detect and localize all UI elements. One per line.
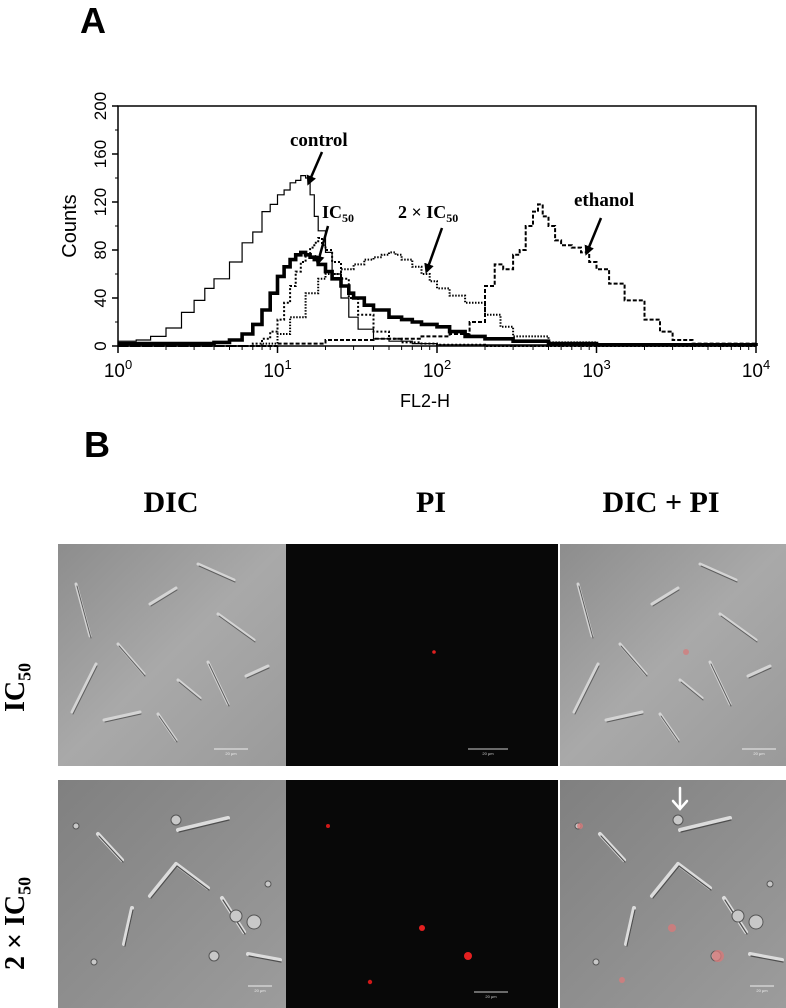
x-tick-label: 101 — [263, 357, 291, 382]
row-label-2xic50: 2 × IC50 — [0, 877, 36, 970]
scale-bar-text-2xic50-dic-pi: 20 μm — [756, 988, 768, 993]
annotation-control-text: control — [290, 130, 348, 151]
series-layer — [118, 175, 758, 347]
scale-bar-text-ic50-pi: 20 μm — [482, 751, 494, 756]
row-label-ic50-sub: 50 — [14, 662, 35, 681]
annotation-2xic50: 2 × IC50 — [398, 202, 458, 225]
scale-bar-text-2xic50-pi: 20 μm — [485, 994, 497, 999]
annotation-2xic50-text: 2 × IC50 — [398, 202, 458, 225]
micrograph-2xic50-dic: 20 μm — [58, 780, 286, 1008]
histogram-series-2 — [118, 250, 758, 347]
x-tick-label: 103 — [582, 357, 610, 382]
panel-a-label: A — [80, 0, 106, 41]
axes-layer: 0 40 80 120 160 200 100 101 102 103 104 — [91, 92, 770, 382]
annotation-2xic50-main: 2 × IC — [398, 202, 446, 222]
scale-bar-text-2xic50-dic: 20 μm — [254, 988, 266, 993]
x-tick-label: 102 — [423, 357, 451, 382]
annotation-ic50-text: IC50 — [322, 202, 354, 225]
annotation-control: control — [290, 130, 348, 151]
annotation-ic50-sub: 50 — [342, 211, 354, 225]
y-axis-label: Counts — [59, 194, 81, 257]
annotation-ic50: IC50 — [322, 202, 354, 225]
y-tick-label: 200 — [91, 92, 110, 120]
histogram-series-3 — [118, 237, 756, 347]
micrograph-ic50-dic: 20 μm — [58, 544, 286, 766]
y-tick-label: 160 — [91, 140, 110, 168]
y-tick-label: 120 — [91, 188, 110, 216]
column-label-dic-pi: DIC + PI — [602, 486, 720, 519]
y-tick-label: 80 — [91, 241, 110, 260]
flow-cytometry-histogram: 0 40 80 120 160 200 100 101 102 103 104 FL2-H Coun… — [59, 92, 770, 411]
y-tick-label: 40 — [91, 289, 110, 308]
scale-bar-ic50-dic: 20 μm — [214, 748, 248, 756]
scale-bar-text-ic50-dic-pi: 20 μm — [753, 751, 765, 756]
row-label-2xic50-sub: 50 — [14, 876, 35, 895]
histogram-series-5 — [118, 203, 757, 347]
x-tick-label: 104 — [742, 357, 770, 382]
annotation-ethanol: ethanol — [574, 190, 634, 211]
scale-bar-2xic50-dic-pi: 20 μm — [750, 985, 774, 993]
histogram-series-4 — [118, 251, 757, 347]
micrograph-2xic50-dic-pi: 20 μm — [560, 780, 786, 1008]
arrow-control — [306, 151, 324, 186]
plot-frame — [117, 105, 757, 347]
scale-bar-2xic50-pi: 20 μm — [474, 991, 508, 999]
x-axis-label: FL2-H — [400, 391, 450, 411]
x-tick-label: 100 — [104, 357, 132, 382]
annotation-ethanol-text: ethanol — [574, 190, 634, 211]
annotation-ic50-main: IC — [322, 202, 342, 222]
column-label-pi: PI — [416, 486, 446, 519]
panel-b-label: B — [84, 424, 110, 465]
row-label-ic50-main: IC — [0, 680, 31, 712]
annotation-2xic50-sub: 50 — [446, 211, 458, 225]
down-arrow-icon — [671, 786, 689, 811]
arrow-ethanol — [584, 217, 603, 256]
arrow-2xic50 — [424, 227, 444, 274]
micrograph-ic50-pi: 20 μm — [286, 544, 558, 766]
micrograph-2xic50-pi: 20 μm — [286, 780, 558, 1008]
scale-bar-text-ic50-dic: 20 μm — [225, 751, 237, 756]
arrow-ic50 — [314, 225, 330, 266]
row-label-ic50: IC50 — [0, 663, 36, 712]
scale-bar-2xic50-dic: 20 μm — [248, 985, 272, 993]
y-tick-label: 0 — [91, 341, 110, 350]
scale-bar-ic50-dic-pi: 20 μm — [742, 748, 776, 756]
scale-bar-ic50-pi: 20 μm — [468, 748, 508, 756]
micrograph-ic50-dic-pi: 20 μm — [560, 544, 786, 766]
column-label-dic: DIC — [143, 486, 199, 519]
row-label-2xic50-main: 2 × IC — [0, 894, 31, 970]
